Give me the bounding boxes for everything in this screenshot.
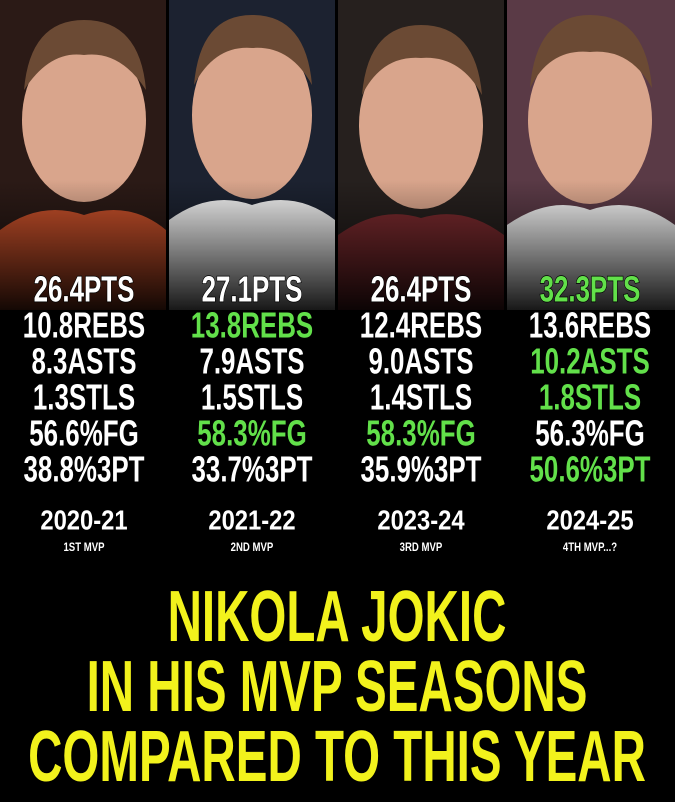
stat: 58.3%FG — [366, 413, 475, 453]
mvp-label: 4TH MVP...? — [563, 541, 617, 554]
stat: 35.9%3PT — [360, 449, 481, 489]
columns: 26.4PTS10.8REBS8.3ASTS1.3STLS56.6%FG38.8… — [22, 269, 652, 555]
title-line: NIKOLA JOKIC — [168, 576, 507, 656]
mvp-label: 3RD MVP — [400, 541, 443, 554]
stat: 38.8%3PT — [23, 449, 144, 489]
stat: 1.8STLS — [539, 377, 641, 417]
season: 2023-24 — [377, 504, 465, 536]
stat: 13.6REBS — [529, 305, 651, 345]
stat: 26.4PTS — [34, 269, 135, 309]
stat: 7.9ASTS — [199, 341, 304, 381]
stat: 1.4STLS — [370, 377, 472, 417]
mvp-label: 2ND MVP — [231, 541, 274, 554]
season: 2020-21 — [40, 504, 127, 536]
stat: 33.7%3PT — [191, 449, 312, 489]
stat: 32.3PTS — [540, 269, 641, 309]
stat: 9.0ASTS — [368, 341, 473, 381]
season: 2024-25 — [546, 504, 633, 536]
title-line: COMPARED TO THIS YEAR — [28, 716, 646, 796]
season: 2021-22 — [208, 504, 295, 536]
stat: 8.3ASTS — [31, 341, 136, 381]
stat: 13.8REBS — [191, 305, 313, 345]
stat: 12.4REBS — [360, 305, 482, 345]
stat: 27.1PTS — [202, 269, 303, 309]
stat: 58.3%FG — [197, 413, 306, 453]
stat: 1.3STLS — [33, 377, 135, 417]
stat: 10.8REBS — [23, 305, 145, 345]
title-line: IN HIS MVP SEASONS — [87, 646, 588, 726]
stat: 1.5STLS — [201, 377, 303, 417]
stat: 56.3%FG — [535, 413, 644, 453]
stat: 26.4PTS — [371, 269, 472, 309]
mvp-label: 1ST MVP — [63, 541, 104, 554]
stat: 10.2ASTS — [530, 341, 650, 381]
photos — [0, 0, 675, 310]
stat: 56.6%FG — [29, 413, 138, 453]
stat: 50.6%3PT — [529, 449, 650, 489]
